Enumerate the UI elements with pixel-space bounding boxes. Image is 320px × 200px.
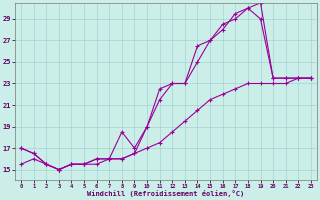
X-axis label: Windchill (Refroidissement éolien,°C): Windchill (Refroidissement éolien,°C) (87, 190, 244, 197)
